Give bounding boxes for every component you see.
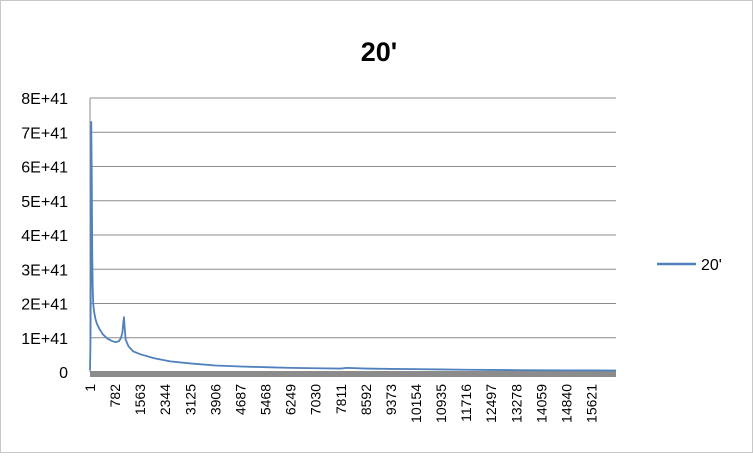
x-tick-label: 10935: [433, 384, 449, 423]
legend: 20': [657, 257, 722, 274]
x-tick-labels: 1 782 1563 2344 3125 3906 4687 5468 6249 7030 7811…: [82, 384, 600, 423]
x-tick-label: 13278: [508, 384, 524, 423]
x-tick-label: 3125: [182, 384, 198, 415]
y-tick-label: 4E+41: [21, 228, 68, 245]
y-tick-label: 8E+41: [21, 91, 68, 108]
chart-title: 20': [361, 37, 397, 67]
legend-label: 20': [701, 257, 722, 274]
y-tick-labels: 0 1E+41 2E+41 3E+41 4E+41 5E+41 6E+41 7E+41 8E+4…: [21, 91, 68, 382]
x-tick-label: 14059: [533, 384, 549, 423]
x-tick-label: 5468: [258, 384, 274, 415]
y-tick-label: 0: [59, 365, 68, 382]
y-tick-label: 6E+41: [21, 160, 68, 177]
x-tick-label: 7811: [333, 384, 349, 414]
x-tick-label: 10154: [408, 384, 424, 423]
x-tick-label: 12497: [483, 384, 499, 423]
x-tick-label: 6249: [283, 384, 299, 415]
series-line: [89, 121, 617, 372]
x-tick-label: 9373: [383, 384, 399, 415]
y-tick-label: 2E+41: [21, 297, 68, 314]
x-tick-label: 15621: [584, 384, 600, 423]
y-tick-label: 5E+41: [21, 194, 68, 211]
x-tick-label: 8592: [358, 384, 374, 415]
x-tick-label: 1563: [132, 384, 148, 415]
x-tick-label: 782: [107, 384, 123, 408]
grid-lines: [89, 97, 616, 377]
series-group: [89, 121, 617, 372]
x-axis-band: [90, 371, 616, 377]
y-tick-label: 3E+41: [21, 262, 68, 279]
x-tick-label: 4687: [232, 384, 248, 415]
x-tick-label: 7030: [308, 384, 324, 415]
x-tick-label: 1: [82, 384, 98, 392]
y-tick-label: 1E+41: [21, 331, 68, 348]
x-tick-label: 11716: [458, 384, 474, 422]
y-tick-label: 7E+41: [21, 125, 68, 142]
x-tick-label: 3906: [207, 384, 223, 415]
x-tick-label: 14840: [558, 384, 574, 423]
x-tick-label: 2344: [157, 384, 173, 415]
